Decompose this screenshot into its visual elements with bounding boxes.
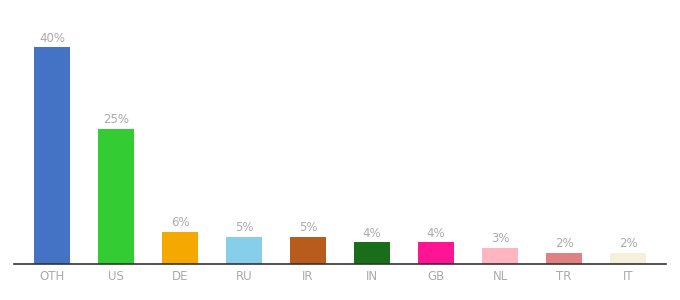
Bar: [163, 232, 198, 264]
Text: 2%: 2%: [555, 238, 573, 250]
Bar: [482, 248, 517, 264]
Text: 4%: 4%: [362, 226, 381, 240]
Bar: [35, 47, 69, 264]
Bar: [611, 253, 645, 264]
Bar: [99, 129, 133, 264]
Bar: [290, 237, 326, 264]
Bar: [418, 242, 454, 264]
Bar: [547, 253, 581, 264]
Text: 40%: 40%: [39, 32, 65, 45]
Text: 25%: 25%: [103, 113, 129, 126]
Bar: [226, 237, 262, 264]
Text: 5%: 5%: [235, 221, 253, 234]
Text: 4%: 4%: [426, 226, 445, 240]
Text: 2%: 2%: [619, 238, 637, 250]
Text: 6%: 6%: [171, 216, 189, 229]
Bar: [354, 242, 390, 264]
Text: 3%: 3%: [491, 232, 509, 245]
Text: 5%: 5%: [299, 221, 318, 234]
